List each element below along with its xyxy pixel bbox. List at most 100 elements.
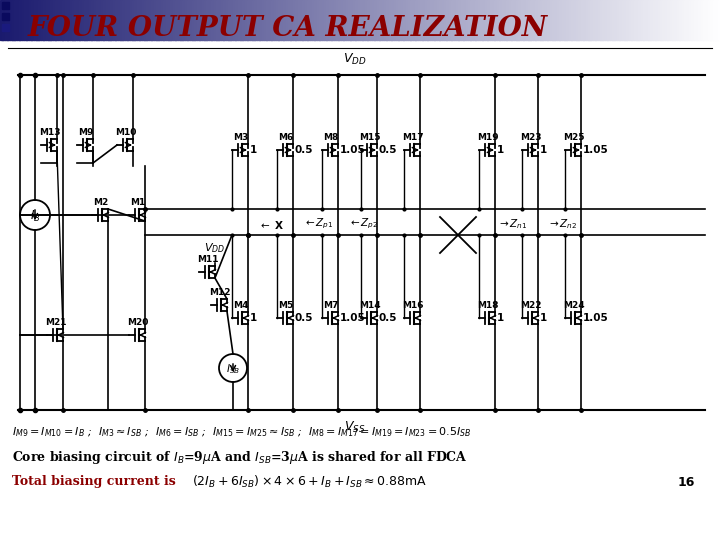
- Bar: [542, 0, 545, 40]
- Bar: [526, 0, 528, 40]
- Bar: [250, 0, 253, 40]
- Bar: [266, 0, 269, 40]
- Text: M24: M24: [563, 301, 585, 310]
- Text: 0.5: 0.5: [295, 313, 313, 323]
- Bar: [581, 0, 584, 40]
- Bar: [365, 0, 368, 40]
- Bar: [279, 0, 282, 40]
- Text: $(2I_B+6I_{SB})\times4\times6+I_B+I_{SB}\approx0.88\mathrm{mA}$: $(2I_B+6I_{SB})\times4\times6+I_B+I_{SB}…: [192, 474, 427, 490]
- Bar: [0, 0, 3, 40]
- Bar: [585, 0, 588, 40]
- Bar: [63, 0, 66, 40]
- Bar: [509, 0, 512, 40]
- Text: $V_{SS}$: $V_{SS}$: [344, 420, 366, 435]
- Bar: [518, 0, 521, 40]
- Bar: [142, 0, 145, 40]
- Bar: [574, 0, 577, 40]
- Bar: [701, 0, 703, 40]
- Bar: [559, 0, 562, 40]
- Bar: [144, 0, 147, 40]
- Text: $I_B$: $I_B$: [30, 208, 40, 224]
- Bar: [446, 0, 449, 40]
- Bar: [67, 0, 70, 40]
- Text: M21: M21: [45, 318, 66, 327]
- Bar: [461, 0, 464, 40]
- Bar: [351, 0, 354, 40]
- Bar: [274, 0, 276, 40]
- Text: $\leftarrow$ X: $\leftarrow$ X: [258, 219, 284, 231]
- Bar: [557, 0, 559, 40]
- Bar: [99, 0, 102, 40]
- Bar: [22, 0, 24, 40]
- Bar: [713, 0, 716, 40]
- Bar: [691, 0, 694, 40]
- Bar: [336, 0, 339, 40]
- Text: M12: M12: [209, 288, 230, 298]
- Bar: [139, 0, 142, 40]
- Text: M13: M13: [39, 129, 60, 137]
- Text: M1: M1: [130, 198, 145, 207]
- Bar: [331, 0, 334, 40]
- Bar: [650, 0, 653, 40]
- Text: 1.05: 1.05: [340, 313, 366, 323]
- Bar: [178, 0, 181, 40]
- Bar: [634, 0, 636, 40]
- Bar: [271, 0, 274, 40]
- Bar: [322, 0, 325, 40]
- Bar: [235, 0, 238, 40]
- Bar: [293, 0, 296, 40]
- Bar: [545, 0, 548, 40]
- Bar: [660, 0, 663, 40]
- Text: 0.5: 0.5: [379, 313, 397, 323]
- Bar: [487, 0, 490, 40]
- Bar: [218, 0, 221, 40]
- Bar: [117, 0, 120, 40]
- Bar: [199, 0, 202, 40]
- Bar: [187, 0, 190, 40]
- Bar: [41, 0, 44, 40]
- Bar: [146, 0, 149, 40]
- Text: 1.05: 1.05: [583, 313, 608, 323]
- Bar: [379, 0, 382, 40]
- Bar: [70, 0, 73, 40]
- Text: $I_{SB}$: $I_{SB}$: [226, 362, 240, 376]
- Bar: [653, 0, 656, 40]
- Bar: [636, 0, 639, 40]
- Bar: [667, 0, 670, 40]
- Bar: [588, 0, 591, 40]
- Bar: [288, 0, 291, 40]
- Bar: [451, 0, 454, 40]
- Text: M19: M19: [477, 133, 499, 143]
- Text: 1: 1: [540, 145, 547, 155]
- Bar: [310, 0, 312, 40]
- Bar: [355, 0, 358, 40]
- Text: M9: M9: [78, 129, 94, 137]
- Bar: [86, 0, 89, 40]
- Bar: [60, 0, 63, 40]
- Bar: [466, 0, 469, 40]
- Bar: [362, 0, 365, 40]
- Bar: [58, 0, 60, 40]
- Bar: [706, 0, 708, 40]
- Bar: [168, 0, 171, 40]
- Bar: [459, 0, 462, 40]
- Bar: [595, 0, 598, 40]
- Bar: [657, 0, 660, 40]
- Bar: [319, 0, 322, 40]
- Bar: [175, 0, 178, 40]
- Bar: [403, 0, 406, 40]
- Bar: [84, 0, 87, 40]
- Bar: [281, 0, 284, 40]
- Bar: [207, 0, 210, 40]
- Bar: [420, 0, 423, 40]
- Bar: [646, 0, 649, 40]
- Bar: [540, 0, 543, 40]
- Bar: [305, 0, 307, 40]
- Text: M11: M11: [197, 255, 219, 264]
- Text: $V_{DD}$: $V_{DD}$: [204, 241, 225, 255]
- Bar: [74, 0, 77, 40]
- Bar: [163, 0, 166, 40]
- Bar: [72, 0, 75, 40]
- Bar: [158, 0, 161, 40]
- Bar: [12, 0, 15, 40]
